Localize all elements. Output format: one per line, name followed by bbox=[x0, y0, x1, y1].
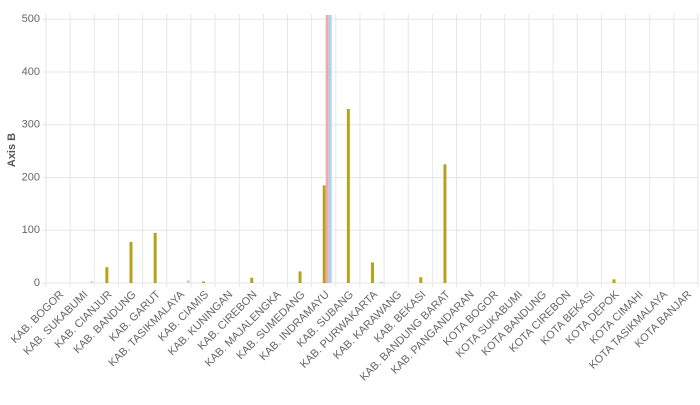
y-tick-label: 400 bbox=[22, 66, 40, 78]
bar bbox=[404, 282, 408, 283]
bar bbox=[380, 281, 383, 283]
y-tick-label: 300 bbox=[22, 119, 40, 131]
bar bbox=[298, 271, 302, 283]
bar bbox=[443, 164, 447, 283]
bar bbox=[153, 232, 157, 283]
y-tick-label: 100 bbox=[22, 224, 40, 236]
y-tick-label: 0 bbox=[34, 277, 40, 289]
bar bbox=[612, 279, 616, 283]
bar bbox=[186, 280, 190, 283]
bar bbox=[322, 185, 326, 283]
y-tick-label: 200 bbox=[22, 171, 40, 183]
bar bbox=[250, 277, 254, 283]
y-tick-label: 500 bbox=[22, 13, 40, 25]
bar bbox=[419, 277, 423, 283]
bar bbox=[90, 281, 94, 283]
bar bbox=[325, 15, 329, 284]
y-axis-title: Axis B bbox=[6, 133, 18, 167]
bar bbox=[346, 108, 350, 283]
bar bbox=[201, 281, 205, 283]
bar bbox=[371, 262, 374, 283]
bar bbox=[129, 241, 133, 283]
bar bbox=[328, 15, 332, 284]
bar bbox=[105, 267, 109, 283]
